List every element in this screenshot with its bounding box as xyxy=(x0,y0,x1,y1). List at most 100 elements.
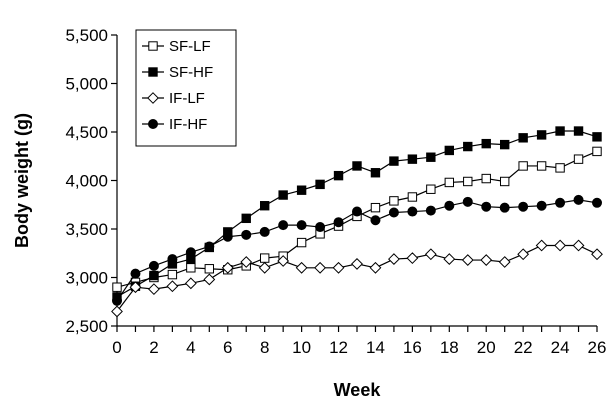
data-point-if-lf xyxy=(351,258,363,270)
legend: SF-LF SF-HF IF-LF IF-HF xyxy=(135,29,237,147)
data-point-sf-lf xyxy=(204,264,215,274)
data-point-if-lf xyxy=(498,256,511,268)
data-point-sf-hf xyxy=(463,141,473,152)
data-point-sf-lf xyxy=(536,161,547,171)
data-point-sf-hf xyxy=(573,126,584,136)
data-point-if-lf xyxy=(148,283,160,296)
data-point-if-hf xyxy=(185,247,196,258)
x-tick-label: 2 xyxy=(149,338,158,357)
data-point-if-hf xyxy=(222,231,233,242)
data-point-if-hf xyxy=(425,205,436,216)
data-point-sf-hf xyxy=(481,138,491,149)
data-point-sf-hf xyxy=(536,130,547,140)
y-tick-label: 3,000 xyxy=(65,269,108,288)
x-tick-label: 14 xyxy=(366,338,385,357)
data-point-if-hf xyxy=(444,200,455,211)
y-tick-label: 4,000 xyxy=(65,172,108,191)
data-point-sf-hf xyxy=(259,201,270,211)
data-point-sf-lf xyxy=(481,173,491,184)
data-point-if-hf xyxy=(241,229,252,240)
data-point-sf-hf xyxy=(352,161,362,171)
data-point-sf-hf xyxy=(389,156,399,166)
x-tick-label: 24 xyxy=(551,338,570,357)
data-point-if-lf xyxy=(258,261,271,274)
legend-item-if-lf: IF-LF xyxy=(142,90,205,107)
data-point-sf-lf xyxy=(573,154,584,164)
data-point-if-lf xyxy=(221,261,234,274)
series-if-lf xyxy=(111,239,603,318)
data-point-if-hf xyxy=(167,254,178,265)
data-point-if-hf xyxy=(592,197,602,208)
data-point-if-lf xyxy=(295,261,308,274)
y-tick-label: 5,500 xyxy=(65,26,108,45)
data-point-sf-lf xyxy=(499,176,510,187)
data-point-sf-hf xyxy=(370,168,381,178)
data-point-if-hf xyxy=(499,202,510,213)
data-point-if-lf xyxy=(517,248,530,261)
data-point-if-lf xyxy=(535,239,548,252)
data-point-sf-lf xyxy=(555,163,565,173)
data-point-sf-hf xyxy=(296,185,307,195)
x-tick-label: 26 xyxy=(588,338,607,357)
data-point-if-lf xyxy=(240,256,253,268)
data-point-sf-hf xyxy=(149,270,159,281)
x-tick-label: 12 xyxy=(329,338,348,357)
x-tick-label: 0 xyxy=(112,338,121,357)
data-point-if-lf xyxy=(332,261,345,274)
legend-marker xyxy=(148,41,158,51)
data-point-if-hf xyxy=(462,196,473,207)
legend-label: IF-LF xyxy=(169,90,205,107)
data-point-if-hf xyxy=(573,194,584,205)
data-point-if-hf xyxy=(518,201,529,212)
data-point-if-hf xyxy=(315,222,326,233)
legend-marker xyxy=(148,67,158,77)
data-point-if-lf xyxy=(480,254,493,266)
data-point-if-hf xyxy=(112,295,122,306)
data-point-if-lf xyxy=(461,254,474,266)
data-point-if-lf xyxy=(203,273,216,286)
data-point-sf-lf xyxy=(296,237,307,248)
data-point-if-lf xyxy=(184,277,197,290)
data-point-if-hf xyxy=(204,241,215,252)
data-point-if-hf xyxy=(555,197,566,208)
data-point-sf-hf xyxy=(555,126,565,136)
data-point-if-hf xyxy=(352,206,362,217)
series-layer xyxy=(111,126,603,318)
data-point-sf-lf xyxy=(112,282,122,292)
data-point-if-lf xyxy=(388,253,400,265)
legend-marker xyxy=(147,92,159,104)
data-point-if-lf xyxy=(406,252,419,265)
data-point-if-hf xyxy=(407,206,418,217)
data-point-if-lf xyxy=(443,253,456,265)
data-point-sf-hf xyxy=(499,139,510,150)
y-tick-label: 4,500 xyxy=(65,123,108,142)
legend-item-sf-lf: SF-LF xyxy=(142,38,211,55)
x-tick-label: 20 xyxy=(477,338,496,357)
data-point-if-hf xyxy=(296,220,307,231)
data-point-sf-hf xyxy=(407,154,418,164)
data-point-if-hf xyxy=(481,201,492,212)
data-point-if-lf xyxy=(554,239,566,252)
data-point-if-lf xyxy=(314,261,326,274)
data-point-if-hf xyxy=(278,220,289,231)
data-point-sf-hf xyxy=(333,170,344,181)
x-tick-label: 18 xyxy=(440,338,459,357)
x-tick-label: 10 xyxy=(292,338,311,357)
legend-marker xyxy=(148,119,158,129)
x-tick-label: 8 xyxy=(260,338,269,357)
data-point-sf-hf xyxy=(241,213,251,224)
data-point-if-hf xyxy=(333,217,344,228)
x-tick-label: 16 xyxy=(403,338,422,357)
data-point-if-hf xyxy=(130,268,141,279)
data-point-sf-lf xyxy=(407,192,418,202)
data-point-if-lf xyxy=(591,248,603,261)
data-point-if-lf xyxy=(166,280,179,293)
data-point-if-lf xyxy=(572,239,585,252)
data-point-sf-lf xyxy=(444,177,455,188)
data-point-if-hf xyxy=(370,215,381,226)
data-point-sf-lf xyxy=(426,184,436,194)
series-if-hf xyxy=(112,194,602,306)
x-tick-label: 4 xyxy=(186,338,195,357)
